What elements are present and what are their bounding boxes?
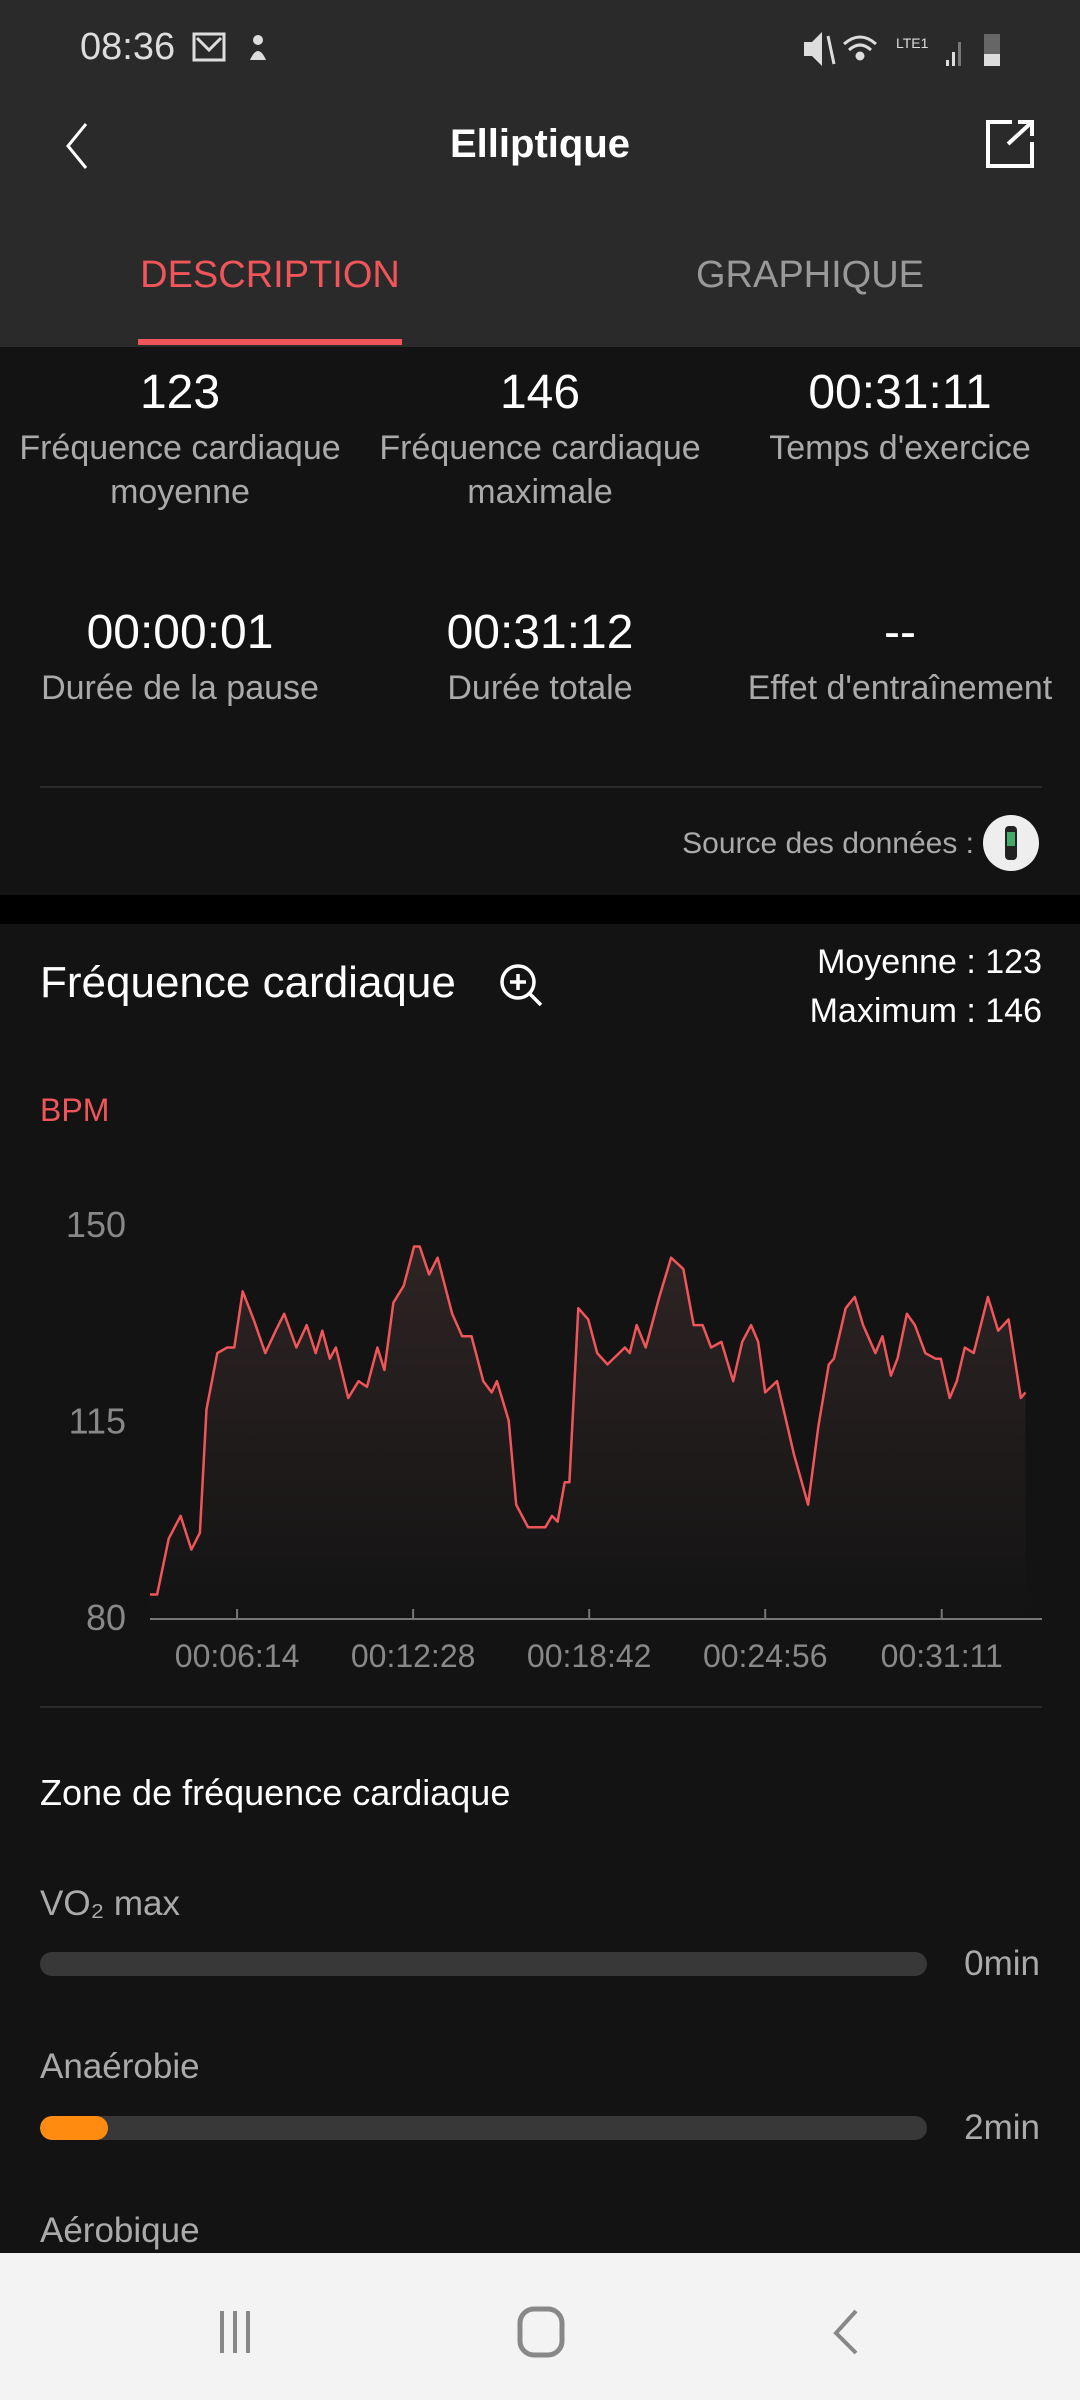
share-icon (986, 120, 1034, 168)
x-tick-label: 00:31:11 (881, 1638, 1003, 1674)
divider (40, 786, 1042, 788)
data-source-label: Source des données : (682, 827, 974, 860)
divider (40, 1706, 1042, 1708)
status-time: 08:36 (80, 26, 176, 68)
stat-pause: 00:00:01 Durée de la pause (0, 605, 360, 710)
stat-value: 123 (139, 366, 221, 419)
stat-value: 00:00:01 (86, 606, 274, 659)
home-icon (517, 2306, 565, 2358)
zone-label-anaerobic: Anaérobie (40, 2047, 200, 2086)
battery-icon (984, 34, 1000, 66)
stat-total: 00:31:12 Durée totale (360, 605, 720, 710)
zone-value-anaerobic: 2min (964, 2108, 1040, 2147)
x-tick-label: 00:24:56 (703, 1638, 828, 1674)
stat-value: 146 (499, 366, 581, 419)
chart-unit-label: BPM (40, 1092, 110, 1128)
zone-bar-anaerobic (40, 2116, 927, 2140)
stat-training-effect: -- Effet d'entraînement (720, 605, 1080, 710)
mute-icon (804, 32, 836, 66)
active-tab-indicator (138, 339, 402, 345)
stat-value: -- (884, 606, 916, 659)
zoom-in-icon (500, 964, 543, 1007)
page-title: Elliptique (450, 122, 630, 166)
hr-line (150, 1245, 1027, 1596)
heart-rate-zoom-button[interactable] (498, 962, 544, 1008)
gmail-icon (192, 32, 226, 62)
y-tick-label: 80 (86, 1597, 126, 1638)
section-gap (0, 895, 1080, 924)
hr-area-fill (150, 1246, 1026, 1617)
stat-label: Fréquence cardiaque moyenne (19, 429, 341, 511)
app-header: Elliptique DESCRIPTION GRAPHIQUE (0, 92, 1080, 347)
chevron-left-icon (66, 123, 88, 169)
heart-rate-title: Fréquence cardiaque (40, 958, 456, 1007)
zone-label-vo2max: VO₂ max (40, 1884, 180, 1923)
stat-label: Effet d'entraînement (747, 669, 1053, 707)
tab-description[interactable]: DESCRIPTION (140, 254, 400, 296)
volte-lte-icon: LTE1 (896, 35, 929, 51)
zone-value-vo2max: 0min (964, 1944, 1040, 1983)
back-button[interactable] (62, 120, 92, 172)
heart-rate-chart: 150 115 80 00:06:14 00:12:28 00:18:42 00:24:56… (66, 1204, 1042, 1674)
zone-fill (40, 2116, 109, 2140)
system-nav-bar (0, 2253, 1080, 2400)
stat-label: Durée de la pause (41, 669, 319, 707)
status-bar: 08:36 LTE1 (0, 0, 1080, 92)
notification-icon (250, 35, 266, 60)
zone-title: Zone de fréquence cardiaque (40, 1772, 511, 1813)
notification-icons (192, 32, 266, 62)
y-tick-label: 150 (66, 1204, 126, 1245)
zone-label-aerobic: Aérobique (40, 2211, 200, 2250)
recent-apps-button[interactable] (210, 2307, 260, 2357)
back-icon (833, 2309, 858, 2355)
x-tick-label: 00:12:28 (351, 1638, 476, 1674)
summary-stats: 123 Fréquence cardiaque moyenne 146 Fréque… (0, 347, 1080, 895)
zone-bar-vo2max (40, 1952, 927, 1976)
stat-value: 00:31:11 (808, 366, 992, 419)
stat-avg-hr: 123 Fréquence cardiaque moyenne (0, 365, 360, 514)
share-button[interactable] (984, 118, 1038, 172)
stat-exercise-time: 00:31:11 Temps d'exercice (720, 365, 1080, 470)
tab-graphique[interactable]: GRAPHIQUE (695, 254, 925, 296)
stat-label: Temps d'exercice (769, 429, 1031, 467)
y-tick-label: 115 (69, 1401, 126, 1442)
data-source-device[interactable] (982, 814, 1040, 872)
stat-value: 00:31:12 (446, 606, 634, 659)
x-tick-label: 00:06:14 (175, 1638, 300, 1674)
home-button[interactable] (516, 2305, 566, 2359)
stat-max-hr: 146 Fréquence cardiaque maximale (360, 365, 720, 514)
signal-icon (946, 42, 961, 66)
stat-label: Durée totale (447, 669, 633, 707)
wifi-icon (843, 35, 877, 61)
nav-back-button[interactable] (826, 2307, 866, 2357)
hr-average: Moyenne : 123 (817, 943, 1042, 981)
hr-maximum: Maximum : 146 (809, 992, 1042, 1030)
system-icons: LTE1 (804, 32, 1000, 66)
recent-apps-icon (220, 2311, 250, 2353)
x-tick-label: 00:18:42 (527, 1638, 652, 1674)
stat-label: Fréquence cardiaque maximale (379, 429, 701, 511)
